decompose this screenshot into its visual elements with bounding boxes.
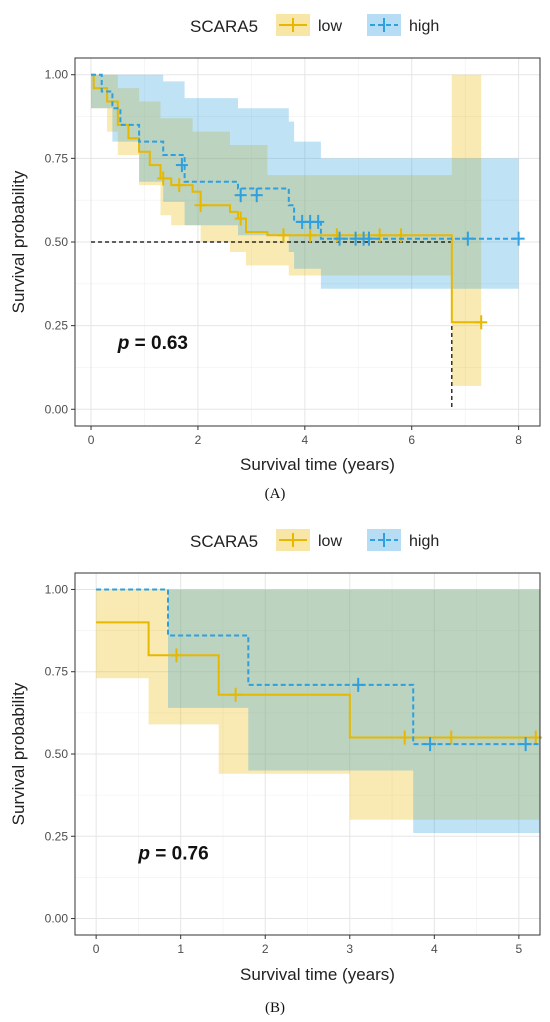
survival-curves: [91, 73, 525, 330]
censor-mark-high: [333, 231, 346, 246]
legend-key-low: [276, 14, 310, 36]
x-tick-label: 4: [301, 433, 308, 447]
x-tick-label: 2: [262, 942, 269, 956]
censor-mark-low: [373, 228, 386, 243]
p-value-text: = 0.63: [129, 333, 188, 354]
legend-label-low: low: [318, 18, 342, 35]
censor-mark-low: [229, 687, 242, 702]
legend: SCARA5 low high: [190, 529, 439, 551]
x-tick-label: 3: [346, 942, 353, 956]
x-axis-title: Survival time (years): [240, 965, 395, 984]
legend-key-high: [367, 14, 401, 36]
x-tick-label: 4: [431, 942, 438, 956]
gridlines: [75, 58, 540, 426]
gridlines: [75, 573, 540, 935]
censor-mark-low: [194, 198, 207, 213]
censor-mark-high: [512, 231, 525, 246]
censor-mark-high: [424, 737, 437, 752]
censor-mark-high: [519, 737, 532, 752]
ci-band-low: [91, 74, 482, 386]
censor-mark-low: [170, 648, 183, 663]
y-tick-label: 0.25: [45, 319, 69, 333]
censor-mark-high: [234, 188, 247, 203]
censor-mark-low: [277, 228, 290, 243]
censor-mark-low: [445, 730, 458, 745]
y-tick-label: 0.50: [45, 235, 69, 249]
legend-key-low: [276, 529, 310, 551]
x-tick-label: 0: [93, 942, 100, 956]
legend-label-low: low: [318, 533, 342, 550]
legend-label-high: high: [409, 18, 439, 35]
legend-label-high: high: [409, 533, 439, 550]
survival-curve-low: [91, 73, 482, 324]
axes: 0 2 4 6 8 0.00 0.25 0.50 0.75 1.00 Survival time (…: [9, 68, 522, 474]
y-tick-label: 1.00: [45, 582, 69, 596]
confidence-bands: [96, 589, 540, 833]
y-axis-title: Survival probability: [9, 682, 28, 825]
p-value-symbol: p: [117, 333, 130, 354]
censor-mark-low: [234, 211, 247, 226]
x-tick-label: 8: [515, 433, 522, 447]
censor-mark-high: [250, 188, 263, 203]
censor-mark-low: [398, 730, 411, 745]
x-tick-label: 6: [408, 433, 415, 447]
p-value-annotation: p = 0.63: [117, 333, 188, 354]
censor-mark-low: [304, 228, 317, 243]
y-tick-label: 1.00: [45, 68, 69, 82]
y-tick-label: 0.75: [45, 665, 69, 679]
plot-area: [74, 572, 542, 936]
censor-mark-high: [461, 231, 474, 246]
legend-title: SCARA5: [190, 17, 258, 36]
x-tick-label: 1: [177, 942, 184, 956]
panel-label: (A): [265, 486, 286, 502]
legend-key-high: [367, 529, 401, 551]
y-tick-label: 0.00: [45, 402, 69, 416]
x-tick-label: 2: [195, 433, 202, 447]
axes: 0 1 2 3 4 5 0.00 0.25 0.50 0.75 1.00 Survival time …: [9, 582, 523, 984]
censor-mark-high: [362, 231, 375, 246]
y-tick-label: 0.25: [45, 829, 69, 843]
survival-curve-high: [91, 73, 519, 240]
panel-label: (B): [265, 1000, 285, 1016]
y-tick-label: 0.00: [45, 912, 69, 926]
legend-title: SCARA5: [190, 532, 258, 551]
chart-panel-a: SCARA5 low high 0 2 4 6 8 0.00 0.25 0.50 0.75 1.00 Su…: [9, 14, 541, 502]
x-tick-label: 5: [516, 942, 523, 956]
survival-curves: [96, 588, 542, 752]
ci-band-low: [96, 589, 540, 820]
ci-band-high: [96, 589, 540, 833]
censor-mark-low: [475, 315, 488, 330]
plot-area: [74, 57, 541, 427]
censor-mark-high: [352, 677, 365, 692]
x-axis-title: Survival time (years): [240, 455, 395, 474]
censor-mark-low: [173, 178, 186, 193]
x-tick-label: 0: [88, 433, 95, 447]
y-tick-label: 0.75: [45, 151, 69, 165]
y-tick-label: 0.50: [45, 747, 69, 761]
censor-mark-low: [395, 228, 408, 243]
p-value-annotation: p = 0.76: [137, 843, 208, 864]
p-value-symbol: p: [137, 843, 150, 864]
y-axis-title: Survival probability: [9, 170, 28, 313]
censor-mark-high: [312, 214, 325, 229]
censor-mark-low: [330, 228, 343, 243]
chart-panel-b: SCARA5 low high 0 1 2 3 4 5 0.00 0.25 0.50 0.75 1.00 S…: [9, 529, 542, 1016]
p-value-text: = 0.76: [150, 843, 209, 864]
survival-curve-low: [96, 621, 540, 739]
censor-mark-low: [157, 171, 170, 186]
censor-mark-high: [175, 158, 188, 173]
legend: SCARA5 low high: [190, 14, 439, 36]
